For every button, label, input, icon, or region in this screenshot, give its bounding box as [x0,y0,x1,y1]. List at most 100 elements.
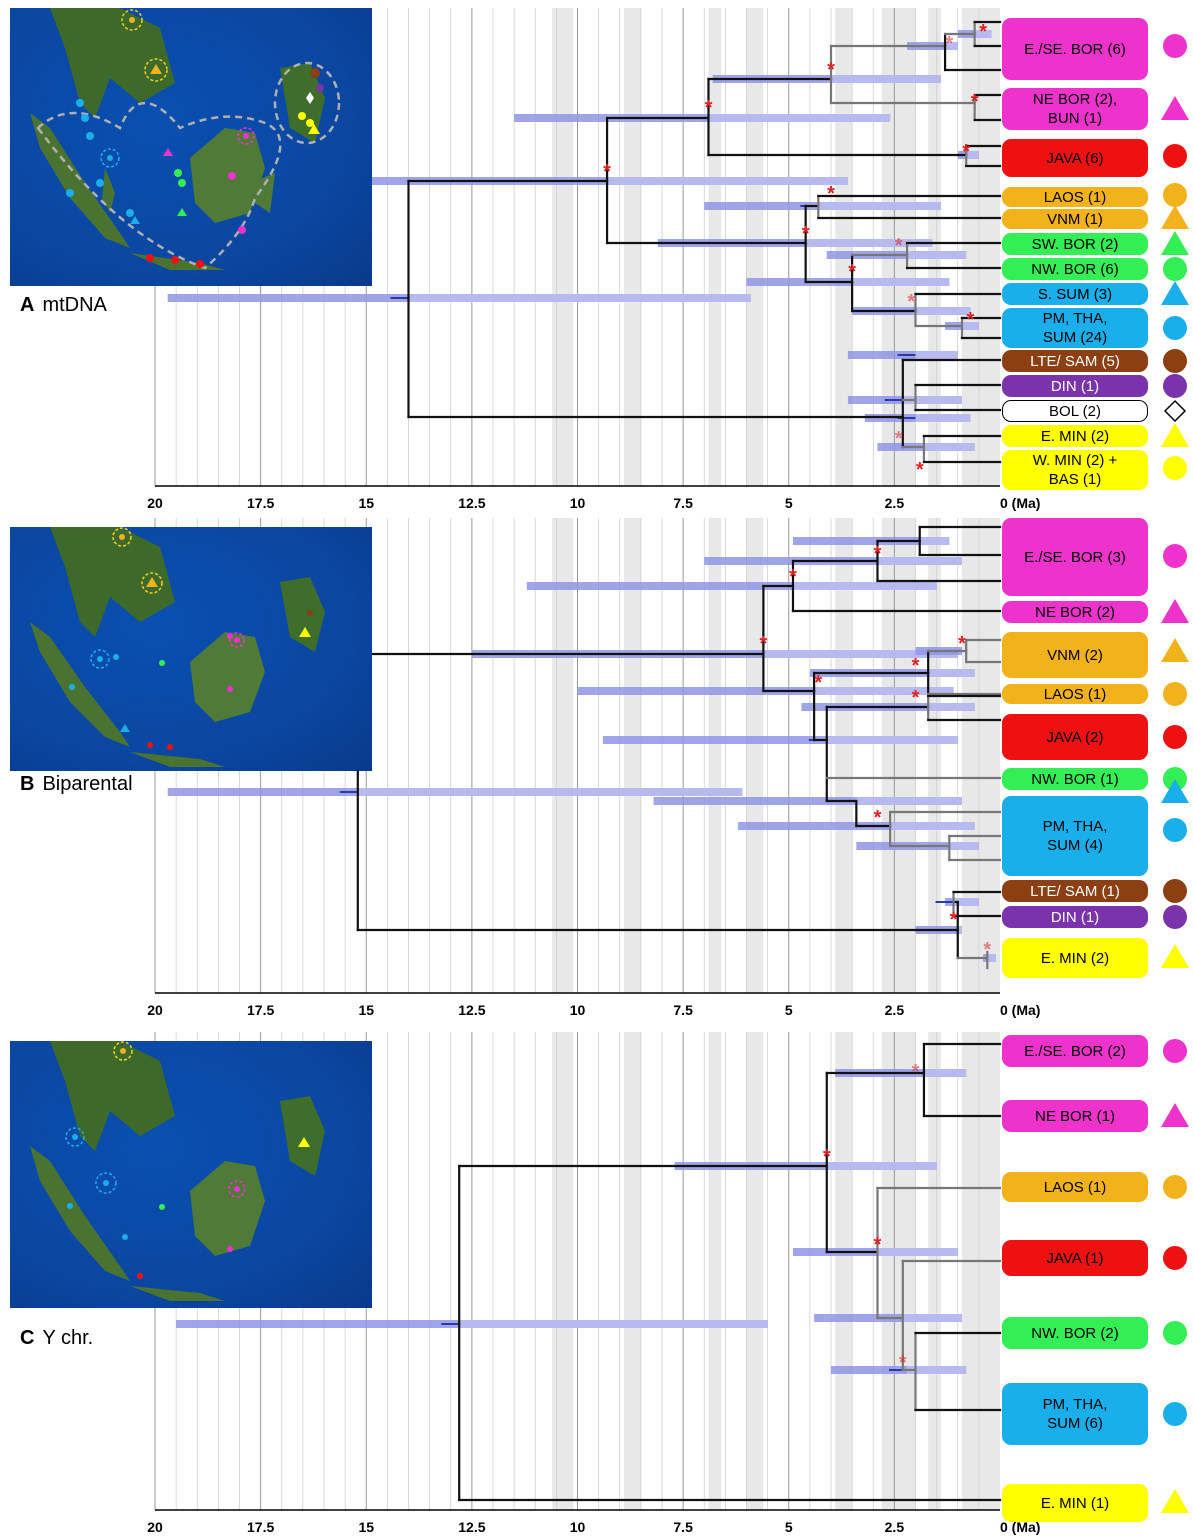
clade-a-6: SW. BOR (2) [1002,233,1148,255]
panel-b-label: B Biparental [20,773,133,796]
clade-c-6: PM, THA, SUM (6) [1002,1383,1148,1445]
clade-a-11: DIN (1) [1002,375,1148,397]
shade-band-2-2 [708,1032,722,1510]
hpd-bar-young-34 [826,1162,937,1170]
shade-band-0-1 [623,8,641,486]
map-panel-b [10,527,372,771]
clade-symbol-0-5 [1161,231,1189,255]
clade-b-3: VNM (2) [1002,632,1148,678]
support-star-26: * [823,1146,831,1168]
clade-a-2: NE BOR (2), BUN (1) [1002,88,1148,130]
clade-symbol-0-9 [1163,349,1187,373]
shade-band-2-0 [552,1032,574,1510]
axis-tick-label-0-3: 12.5 [458,495,485,511]
support-star-12: * [967,309,975,331]
shade-band-2-7 [961,1032,1000,1510]
clade-b-7: PM, THA, SUM (4) [1002,796,1148,876]
support-star-22: * [874,807,882,829]
hpd-bar-young-22 [928,669,975,677]
hpd-bar-young-36 [902,1314,962,1322]
hpd-bar-young-28 [890,822,975,830]
hpd-bar-young-23 [814,687,954,695]
hpd-bar-young-24 [928,703,975,711]
hpd-bar-young-18 [877,557,962,565]
shade-band-1-5 [881,518,916,993]
clade-symbol-1-2 [1161,638,1189,662]
clade-symbol-1-6-triangle [1161,779,1189,803]
clade-symbol-0-1 [1161,96,1189,120]
hpd-bar-young-6 [818,202,941,210]
support-star-13: * [895,428,903,450]
shade-band-2-1 [623,1032,641,1510]
support-star-20: * [814,672,822,694]
axis-tick-label-0-5: 7.5 [673,495,693,511]
axis-tick-label-1-3: 12.5 [458,1002,485,1018]
hpd-bar-young-35 [877,1248,958,1256]
clade-symbol-0-2 [1163,144,1187,168]
shade-band-1-3 [746,518,764,993]
axis-tick-label-0-1: 17.5 [247,495,274,511]
hpd-bar-young-1 [945,42,958,50]
map-panel-a [10,8,372,286]
hpd-bar-young-10 [408,294,751,302]
clade-a-14: W. MIN (2) + BAS (1) [1002,450,1148,490]
map-panel-c [10,1041,372,1308]
clade-b-6: NW. BOR (1) [1002,768,1148,790]
support-star-8: * [802,223,810,245]
hpd-bar-young-16 [923,443,975,451]
support-star-11: * [907,291,915,313]
shade-band-2-4 [835,1032,853,1510]
clade-c-7: E. MIN (1) [1002,1484,1148,1522]
support-star-3: * [705,97,713,119]
clade-symbol-0-11 [1163,399,1187,423]
clade-symbol-0-13 [1163,456,1187,480]
map-a-drawing [30,8,341,270]
clade-a-9: PM, THA, SUM (24) [1002,308,1148,348]
support-star-17: * [760,633,768,655]
support-star-1: * [945,33,953,55]
clade-symbol-1-0 [1163,544,1187,568]
shade-band-0-7 [961,8,1000,486]
support-star-19: * [912,655,920,677]
axis-tick-label-2-0: 20 [147,1519,163,1535]
clade-symbol-2-6 [1161,1489,1189,1513]
clade-b-10: E. MIN (2) [1002,938,1148,978]
axis-tick-label-2-8: 0 (Ma) [1000,1519,1040,1535]
clade-symbol-0-7 [1161,281,1189,305]
clade-symbol-1-6-circle [1163,818,1187,842]
clade-symbol-0-0 [1163,34,1187,58]
hpd-bar-young-38 [907,1366,967,1374]
clade-b-2: NE BOR (2) [1002,601,1148,623]
axis-tick-label-0-7: 2.5 [885,495,905,511]
clade-symbol-2-0 [1163,1039,1187,1063]
shade-band-1-2 [708,518,722,993]
clade-a-8: S. SUM (3) [1002,283,1148,305]
axis-tick-label-0-4: 10 [570,495,586,511]
support-star-15: * [874,543,882,565]
clade-symbol-1-4 [1163,725,1187,749]
hpd-bar-young-9 [852,278,950,286]
hpd-bar-young-29 [949,842,979,850]
clade-b-4: LAOS (1) [1002,684,1148,704]
clade-symbol-1-1 [1161,599,1189,623]
hpd-bar-young-5 [607,177,848,185]
axis-tick-label-1-1: 17.5 [247,1002,274,1018]
clade-c-3: LAOS (1) [1002,1172,1148,1202]
hpd-bar-young-33 [923,1069,967,1077]
clade-a-1: E./SE. BOR (6) [1002,18,1148,80]
hpd-bar-17 [792,537,950,545]
support-star-2: * [827,59,835,81]
hpd-bar-young-4 [966,151,979,159]
clade-symbol-0-8 [1163,316,1187,340]
clade-symbol-0-12 [1161,423,1189,447]
shade-band-1-7 [961,518,1000,993]
axis-tick-label-0-8: 0 (Ma) [1000,495,1040,511]
panel-c-letter: C [20,1327,35,1349]
hpd-bar-young-12 [961,322,979,330]
axis-tick-label-2-6: 5 [785,1519,793,1535]
support-star-27: * [874,1234,882,1256]
clade-c-2: NE BOR (1) [1002,1100,1148,1132]
